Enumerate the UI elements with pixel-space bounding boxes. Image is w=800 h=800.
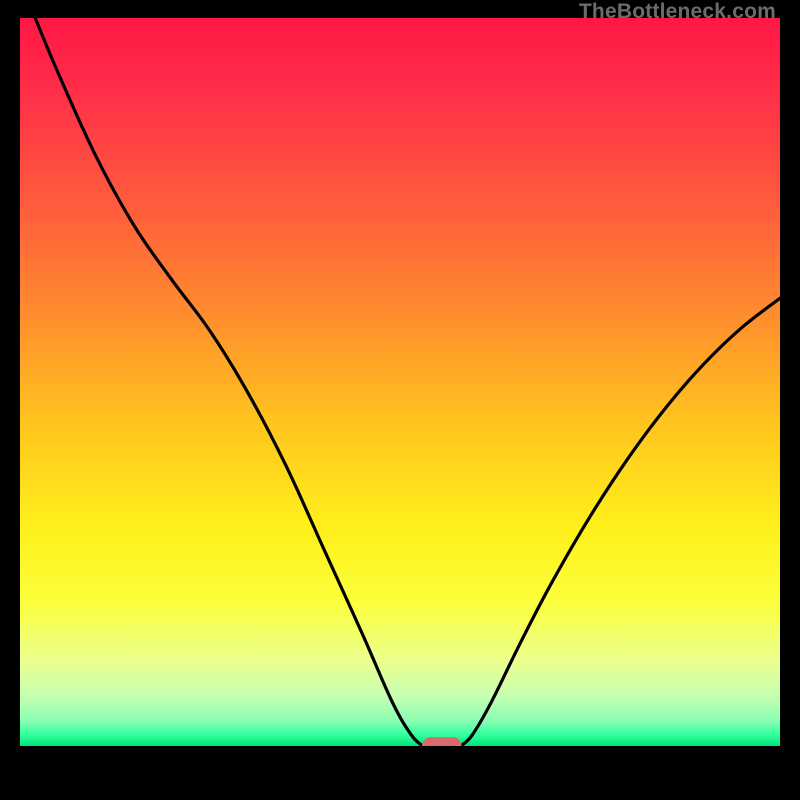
plot-svg xyxy=(20,18,780,746)
chart-frame: TheBottleneck.com xyxy=(0,0,800,800)
valley-marker xyxy=(422,737,462,746)
gradient-background xyxy=(20,18,780,746)
plot-area xyxy=(20,18,780,746)
